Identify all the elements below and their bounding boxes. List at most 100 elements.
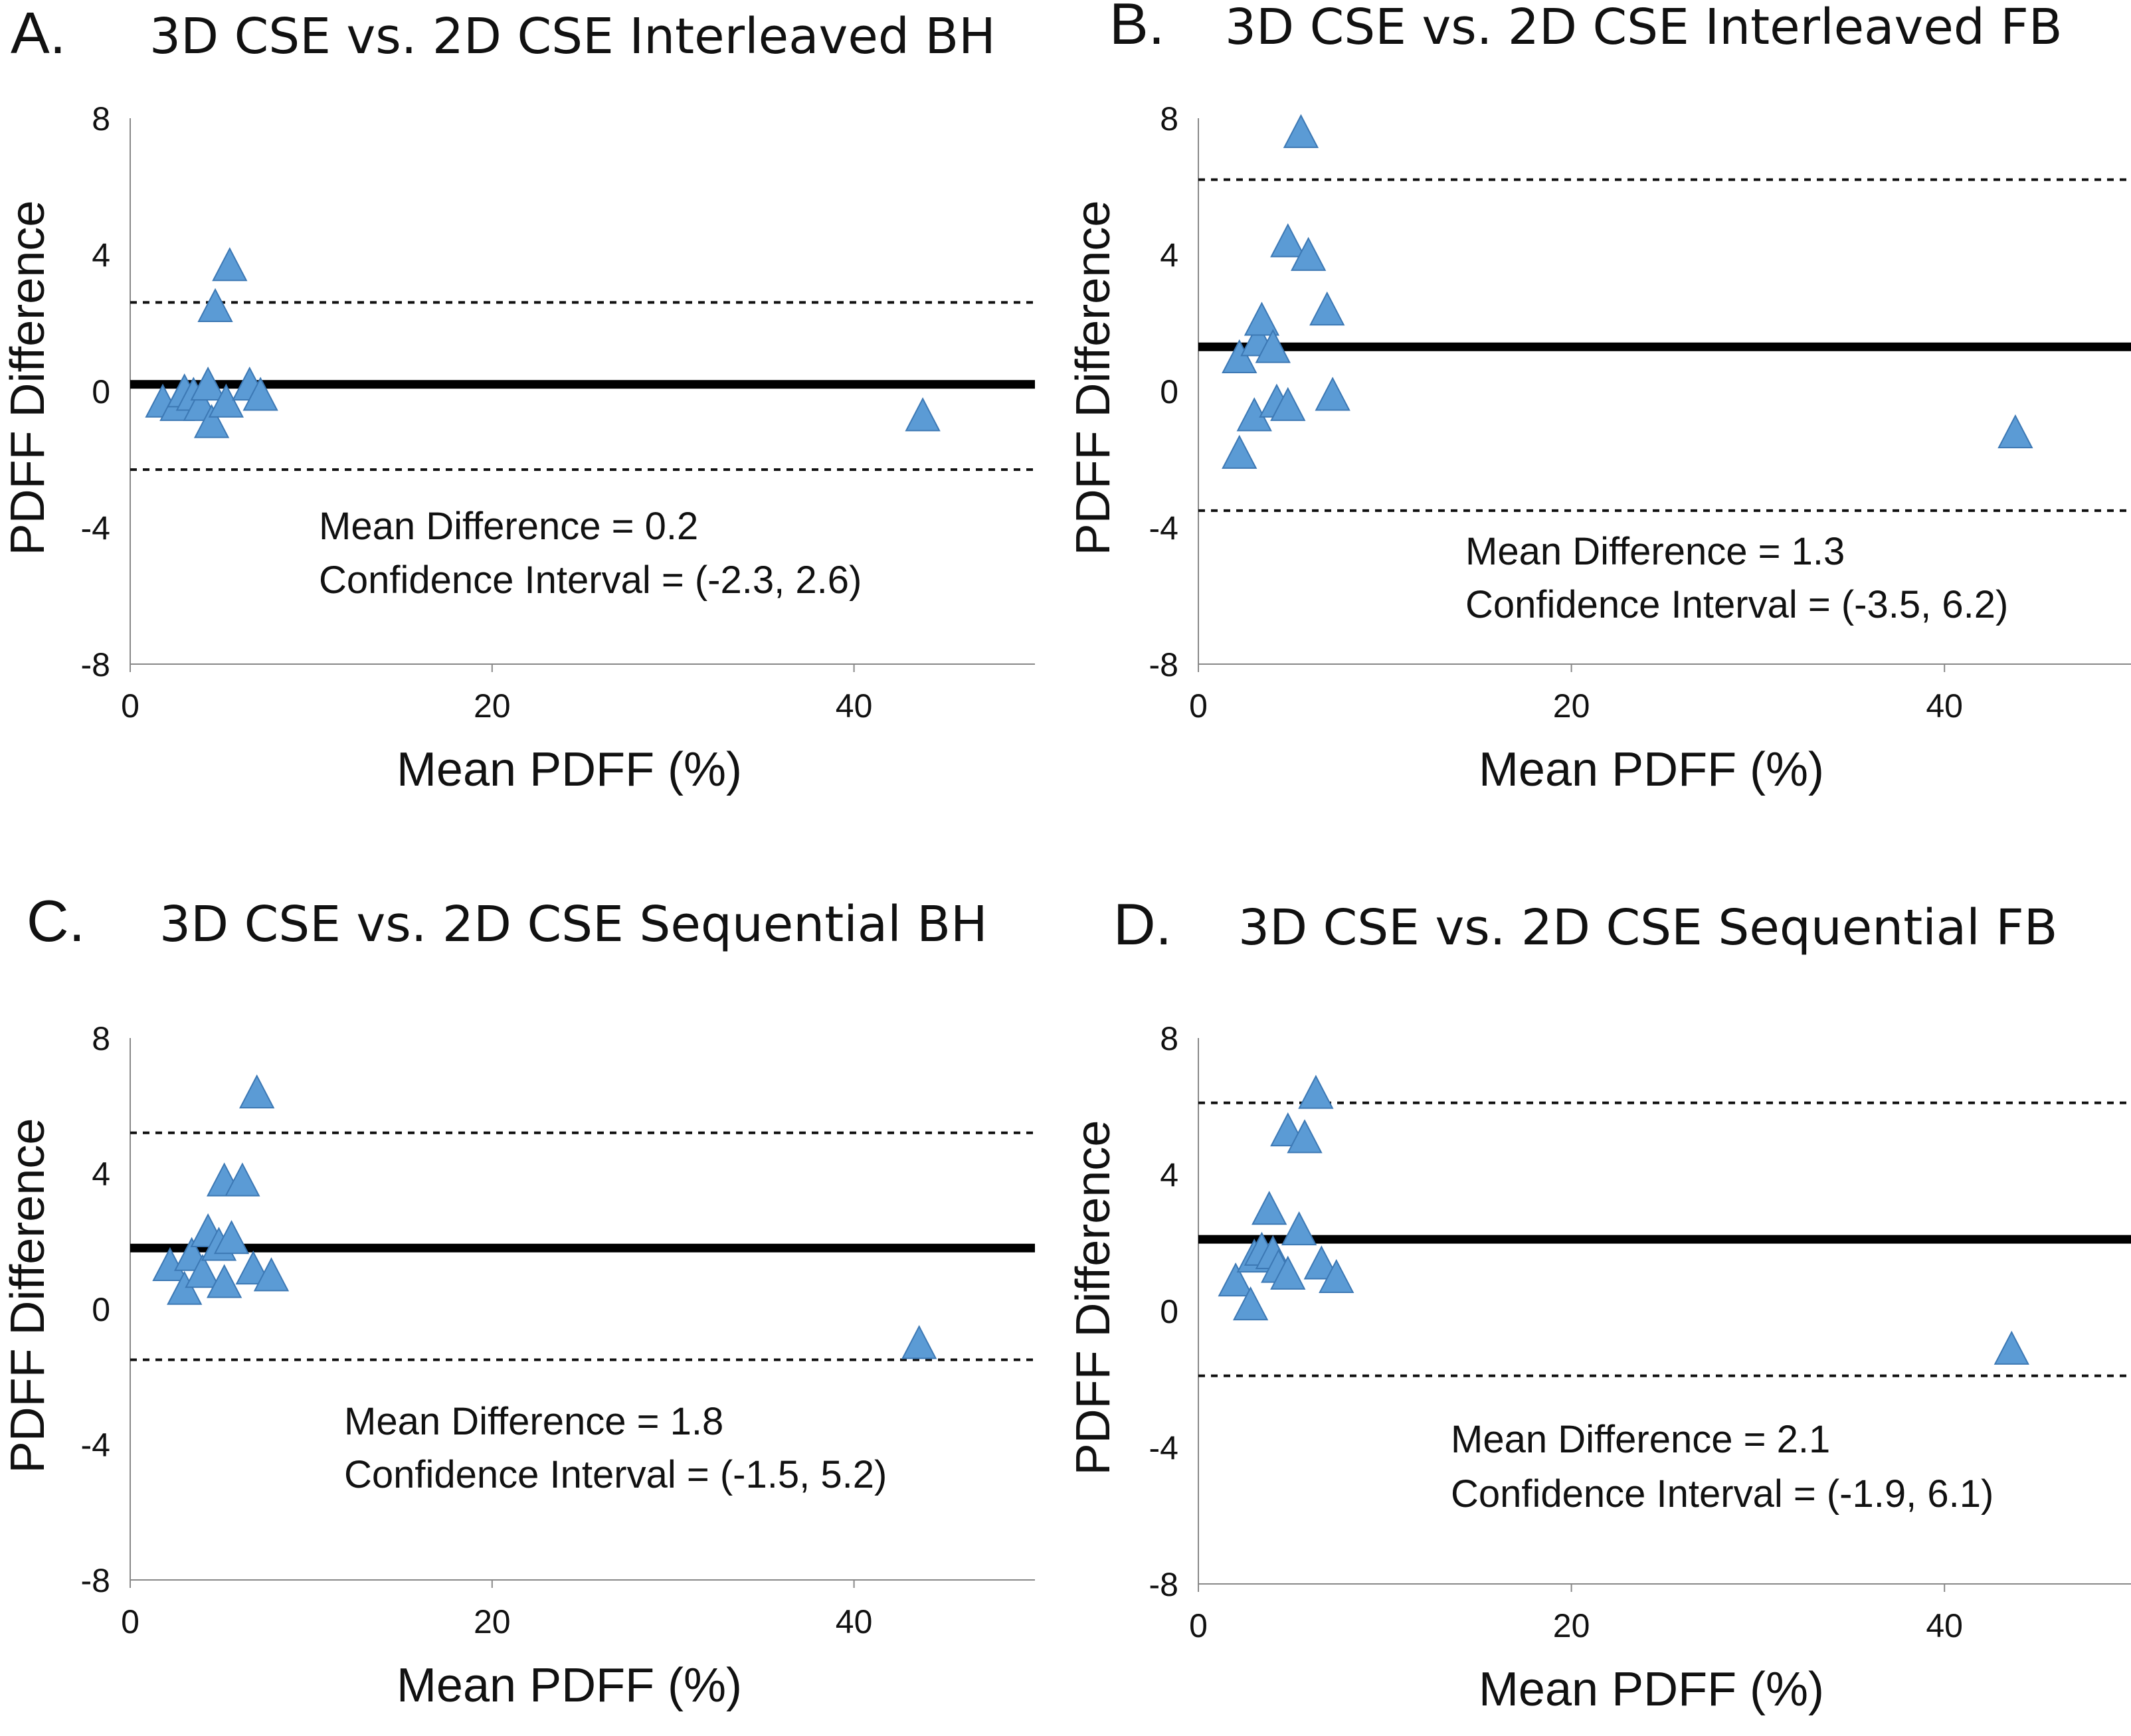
data-point-marker [225,1162,260,1197]
data-point-marker [193,404,230,438]
y-axis-label: PDFF Difference [1067,1120,1120,1476]
confidence-interval-annotation: Confidence Interval = (-1.5, 5.2) [344,1453,887,1496]
panel-c: C. 3D CSE vs. 2D CSE Sequential BH -8 -4… [0,868,1066,1736]
y-tick-label: 0 [1160,373,1178,410]
y-tick-label: 4 [1160,1157,1178,1194]
data-point-marker [1303,1245,1339,1280]
data-point-marker [185,1254,221,1288]
data-points [152,1074,937,1359]
panel-letter: D. [1113,891,1172,957]
data-point-marker [235,1250,271,1285]
data-point-marker [167,1270,203,1305]
x-axis-label: Mean PDFF (%) [1479,743,1824,796]
data-point-marker [1244,302,1280,336]
data-point-marker [1298,1075,1334,1109]
mean-difference-annotation: Mean Difference = 0.2 [319,505,698,548]
data-point-marker [1222,434,1257,469]
data-point-marker [1270,387,1306,421]
y-tick-label: -8 [1149,1566,1178,1603]
data-point-marker [1270,1255,1306,1290]
data-point-marker [1315,377,1350,411]
confidence-interval-annotation: Confidence Interval = (-1.9, 6.1) [1451,1472,1993,1516]
y-tick-label: -8 [1149,646,1178,683]
y-axis-label: PDFF Difference [1,1118,54,1474]
chart-svg: B. 3D CSE vs. 2D CSE Interleaved FB -8 -… [1067,0,2131,796]
panel-b: B. 3D CSE vs. 2D CSE Interleaved FB -8 -… [1066,0,2131,868]
data-point-marker [1232,1286,1269,1321]
data-point-marker [242,377,278,411]
mean-difference-annotation: Mean Difference = 2.1 [1451,1418,1830,1461]
y-tick-label: -8 [81,1562,110,1599]
y-tick-label: 0 [92,1291,110,1328]
panel-d: D. 3D CSE vs. 2D CSE Sequential FB -8 -4… [1066,868,2131,1736]
x-axis-label: Mean PDFF (%) [397,1659,742,1712]
x-tick-label: 0 [1189,1607,1208,1644]
data-point-marker [1993,1330,2029,1365]
data-point-marker [1281,1211,1317,1246]
panel-letter: A. [11,0,66,66]
data-point-marker [208,383,244,418]
x-tick-label: 20 [1553,1607,1590,1644]
chart-svg: D. 3D CSE vs. 2D CSE Sequential FB -8 -4… [1067,891,2131,1716]
data-point-marker [1218,1262,1253,1297]
data-point-marker [1287,1119,1323,1154]
x-axis-label: Mean PDFF (%) [1479,1663,1824,1716]
data-point-marker [1255,329,1291,363]
x-tick-label: 40 [836,687,873,725]
x-axis-label: Mean PDFF (%) [397,743,742,796]
y-tick-label: 8 [1160,1020,1178,1057]
data-point-marker [1309,291,1345,326]
y-tick-label: 8 [1160,100,1178,137]
confidence-interval-annotation: Confidence Interval = (-3.5, 6.2) [1465,583,2008,626]
data-point-marker [1283,114,1319,148]
x-tick-label: 20 [1553,687,1590,725]
data-points [145,247,941,438]
y-tick-label: -4 [81,1427,110,1464]
x-tick-label: 40 [1926,1607,1963,1644]
y-axis-label: PDFF Difference [1067,201,1120,556]
data-point-marker [905,397,941,432]
data-point-marker [190,366,226,401]
data-point-marker [1251,1191,1287,1225]
x-tick-label: 40 [836,1603,873,1640]
chart-title: 3D CSE vs. 2D CSE Interleaved BH [149,8,996,65]
y-tick-label: -8 [81,646,110,683]
data-point-marker [213,1220,250,1255]
data-point-marker [212,247,248,282]
mean-difference-annotation: Mean Difference = 1.3 [1465,530,1845,573]
chart-svg: C. 3D CSE vs. 2D CSE Sequential BH -8 -4… [1,888,1035,1712]
data-point-marker [1997,414,2033,449]
data-point-marker [253,1257,290,1292]
panel-letter: C. [27,888,85,954]
panel-letter: B. [1109,0,1164,56]
y-tick-label: 0 [1160,1293,1178,1330]
chart-title: 3D CSE vs. 2D CSE Sequential BH [159,896,988,953]
y-tick-label: 4 [1160,237,1178,274]
y-axis-label: PDFF Difference [1,201,54,556]
data-point-marker [1270,223,1306,258]
y-tick-label: 8 [92,100,110,137]
data-point-marker [1291,236,1327,271]
x-tick-label: 20 [474,1603,511,1640]
data-points [1222,114,2033,469]
y-tick-label: 0 [92,373,110,410]
x-tick-label: 40 [1926,687,1963,725]
x-tick-label: 20 [474,687,511,725]
data-point-marker [1319,1259,1354,1294]
x-tick-label: 0 [121,1603,139,1640]
data-points [1218,1075,2029,1365]
data-point-marker [239,1074,275,1108]
y-tick-label: 4 [92,1156,110,1193]
panel-a: A. 3D CSE vs. 2D CSE Interleaved BH -8 -… [0,0,1066,868]
data-point-marker [206,1264,242,1298]
chart-title: 3D CSE vs. 2D CSE Sequential FB [1238,899,2058,956]
y-tick-label: 4 [92,237,110,274]
data-point-marker [1222,339,1257,374]
chart-svg: A. 3D CSE vs. 2D CSE Interleaved BH -8 -… [1,0,1035,796]
data-point-marker [901,1325,937,1359]
y-tick-label: -4 [1149,1430,1178,1467]
mean-difference-annotation: Mean Difference = 1.8 [344,1400,723,1443]
confidence-interval-annotation: Confidence Interval = (-2.3, 2.6) [319,559,862,602]
y-tick-label: -4 [1149,510,1178,547]
y-tick-label: -4 [81,510,110,547]
